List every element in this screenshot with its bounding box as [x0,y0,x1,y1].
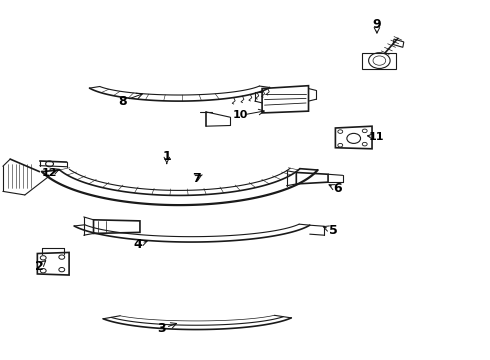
Text: 5: 5 [329,224,337,237]
Text: 3: 3 [158,322,166,335]
Text: 4: 4 [133,238,142,251]
Text: 8: 8 [119,95,127,108]
Text: 10: 10 [232,111,248,121]
Text: 6: 6 [334,183,342,195]
Text: 9: 9 [372,18,381,31]
Text: 7: 7 [192,172,200,185]
Text: 11: 11 [369,132,385,142]
Text: 12: 12 [42,168,57,178]
Text: 1: 1 [163,150,171,163]
Text: 2: 2 [35,260,44,273]
